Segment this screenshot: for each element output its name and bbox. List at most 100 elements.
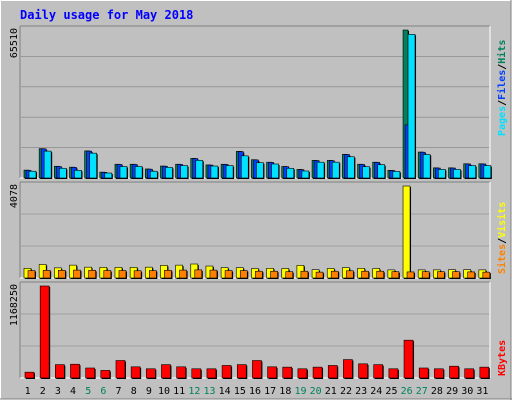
- sites-bar: [164, 270, 172, 279]
- pages-bar: [256, 162, 264, 179]
- day-label: 26: [401, 386, 413, 397]
- kbytes-bar: [236, 364, 247, 379]
- kbytes-bar: [221, 365, 232, 379]
- kbytes-bar: [130, 366, 141, 379]
- day-label: 13: [203, 386, 215, 397]
- y-max-label-0: 65510: [9, 28, 20, 58]
- kbytes-bar: [297, 368, 308, 379]
- day-label: 22: [340, 386, 352, 397]
- legend-part: Pages: [497, 106, 508, 136]
- sites-bar: [224, 270, 233, 279]
- sites-bar: [73, 269, 81, 279]
- pages-bar: [119, 166, 128, 179]
- day-label: 25: [385, 386, 397, 397]
- day-label: 3: [55, 386, 61, 397]
- sites-bar: [148, 270, 157, 279]
- legend-part: Visits: [496, 202, 508, 238]
- pages-bar: [43, 150, 52, 179]
- sites-bar: [285, 271, 294, 279]
- day-label: 20: [310, 386, 322, 397]
- pages-bar: [165, 167, 173, 179]
- sites-bar: [300, 270, 309, 279]
- pages-bar: [225, 165, 234, 179]
- sites-bar: [239, 270, 248, 279]
- day-label: 19: [294, 386, 306, 397]
- sites-bar: [391, 271, 400, 279]
- day-label: 18: [279, 386, 291, 397]
- kbytes-bar: [100, 370, 111, 379]
- kbytes-bar: [434, 368, 444, 379]
- pages-bar: [89, 152, 97, 179]
- pages-bar: [286, 167, 295, 179]
- sites-bar: [118, 270, 127, 279]
- kbytes-bar: [312, 366, 323, 379]
- kbytes-bar: [343, 359, 353, 379]
- day-label: 30: [461, 386, 473, 397]
- visits-bar: [402, 185, 411, 279]
- day-label: 16: [249, 386, 261, 397]
- sites-bar: [209, 269, 218, 279]
- sites-bar: [103, 270, 112, 279]
- pages-bar: [180, 165, 188, 179]
- legend-part: Sites: [496, 244, 508, 274]
- day-label: 9: [146, 386, 152, 397]
- pages-bar: [331, 161, 340, 179]
- pages-bar: [483, 165, 492, 179]
- sites-bar: [421, 271, 430, 279]
- day-label: 7: [116, 386, 122, 397]
- kbytes-bar: [418, 367, 429, 379]
- day-label: 4: [70, 386, 76, 397]
- pages-bar: [301, 170, 310, 179]
- legend-part: Files: [496, 70, 508, 100]
- bars: [23, 29, 492, 379]
- pages-bar: [422, 154, 431, 179]
- day-label: 24: [370, 386, 382, 397]
- sites-bar: [330, 270, 339, 279]
- day-label: 5: [85, 386, 91, 397]
- sites-bar: [467, 271, 475, 279]
- pages-bar: [392, 171, 401, 179]
- legend-part: /: [497, 238, 508, 244]
- pages-bar: [210, 165, 219, 179]
- pages-bar: [59, 167, 67, 179]
- day-label: 14: [219, 386, 231, 397]
- sites-bar: [88, 270, 96, 279]
- kbytes-bar: [145, 368, 156, 379]
- sites-bar: [27, 270, 36, 279]
- sites-bar: [58, 270, 66, 279]
- day-label: 12: [188, 386, 200, 397]
- pages-bar: [362, 166, 370, 179]
- kbytes-bar: [85, 367, 95, 379]
- pages-bar: [316, 161, 325, 179]
- pages-bar: [104, 172, 113, 179]
- kbytes-bar: [327, 365, 338, 379]
- pages-bar: [134, 166, 143, 179]
- kbytes-bar: [388, 368, 399, 379]
- pages-bar: [149, 170, 158, 179]
- y-max-label-1: 4078: [9, 184, 20, 208]
- y-axis-labels: 65510 4078 1168250: [9, 28, 20, 326]
- sites-bar: [376, 270, 385, 279]
- kbytes-bar: [70, 363, 80, 379]
- sites-bar: [194, 269, 203, 279]
- y-max-label-2: 1168250: [9, 284, 20, 326]
- pages-bar: [271, 163, 279, 179]
- day-label: 31: [476, 386, 488, 397]
- kbytes-bar: [161, 364, 171, 379]
- sites-bar: [437, 271, 445, 279]
- sites-bar: [255, 270, 263, 279]
- sites-bar: [361, 270, 369, 279]
- kbytes-bar: [403, 339, 414, 379]
- sites-bar: [179, 269, 187, 279]
- pages-bar: [195, 160, 204, 179]
- legend-part: Hits: [496, 40, 508, 64]
- legend-part: KBytes: [497, 340, 508, 376]
- sites-bar: [452, 271, 460, 279]
- pages-bar: [347, 156, 355, 179]
- sites-bar: [42, 270, 51, 279]
- kbytes-bar: [55, 364, 65, 379]
- day-label: 2: [40, 386, 46, 397]
